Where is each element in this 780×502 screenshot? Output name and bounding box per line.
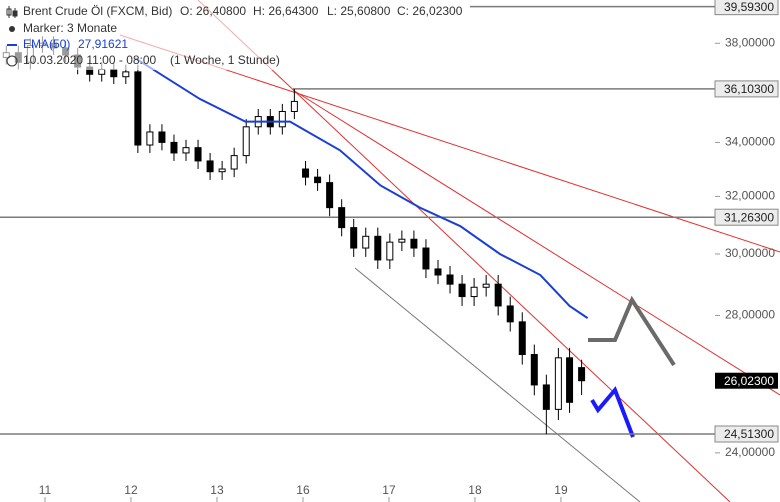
y-tick-label: 38,00000 [725, 35, 775, 49]
candle-body [434, 268, 442, 276]
legend-high: H: 26,64300 [253, 4, 319, 18]
x-tick-label: 13 [210, 483, 224, 497]
candle-icon [6, 6, 18, 18]
candle-body [278, 110, 286, 128]
scenario-arrow [588, 295, 676, 367]
level-tag [714, 0, 779, 16]
last-price-label: 26,02300 [724, 374, 774, 388]
clock-icon [6, 55, 18, 67]
trend-line [292, 89, 780, 396]
candle-body [326, 182, 334, 209]
candle-body [470, 286, 478, 298]
candle-body [422, 247, 430, 270]
legend-title: Brent Crude Öl (FXCM, Bid) [23, 4, 172, 18]
x-tick-label: 18 [468, 483, 482, 497]
x-tick-label: 11 [39, 483, 52, 497]
trend-line [119, 34, 780, 253]
candle-body [494, 283, 502, 307]
candle-body [542, 384, 550, 410]
candle-body [374, 235, 382, 261]
level-label: 31,26300 [724, 210, 774, 224]
candle-body [446, 274, 454, 285]
candle-body [110, 68, 118, 78]
legend-marker: Marker: 3 Monate [23, 21, 117, 35]
candle-body [146, 131, 154, 146]
legend: Brent Crude Öl (FXCM, Bid) O: 26,40800 H… [0, 0, 470, 70]
level-label: 36,10300 [724, 82, 774, 96]
y-tick-label: 24,00000 [725, 445, 775, 459]
candle-body [134, 71, 142, 146]
legend-interval: (1 Woche, 1 Stunde) [170, 53, 280, 67]
candle-body [578, 367, 586, 382]
candle-body [290, 100, 298, 112]
candle-body [482, 283, 490, 288]
legend-period: 10.03.2020 11:00 - 08:00 [23, 53, 157, 67]
legend-close: C: 26,02300 [397, 4, 463, 18]
candle-body [530, 353, 538, 386]
candle-body [518, 321, 526, 355]
drawings [119, 0, 780, 502]
marker-icon [9, 26, 15, 32]
level-tag [714, 80, 779, 98]
candle-body [506, 305, 514, 323]
candle-body [386, 241, 394, 261]
candle-body [338, 207, 346, 229]
candle-body [170, 141, 178, 154]
ema-line [134, 57, 589, 319]
level-tag [714, 208, 779, 226]
y-tick-label: 30,00000 [725, 246, 775, 260]
x-tick-label: 19 [554, 483, 568, 497]
candle-body [122, 71, 130, 78]
legend-bg [0, 0, 470, 70]
legend-low: L: 25,60800 [327, 4, 391, 18]
candle-body [362, 235, 370, 249]
candle-body [242, 126, 250, 157]
channel-line [354, 267, 641, 502]
legend-ema-value: 27,91621 [78, 37, 128, 51]
x-tick-label: 16 [296, 483, 310, 497]
x-tick-label: 17 [382, 483, 396, 497]
level-tag [714, 425, 779, 443]
level-label: 24,51300 [724, 427, 774, 441]
candle-body [182, 147, 190, 154]
y-tick-label: 34,00000 [725, 135, 775, 149]
y-tick-label: 32,00000 [725, 189, 775, 203]
candle-body [230, 155, 238, 170]
candle-body [302, 168, 310, 178]
trend-line [197, 0, 731, 502]
candle-body [398, 238, 406, 243]
y-tick-label: 28,00000 [725, 308, 775, 322]
last-price-tag [715, 372, 778, 389]
candle-body [410, 238, 418, 249]
candle-body [314, 176, 322, 184]
candle-body [98, 68, 106, 75]
candle-body [206, 160, 214, 173]
candle-body [554, 357, 562, 410]
candle-body [350, 227, 358, 249]
candle-body [458, 283, 466, 298]
legend-open: O: 26,40800 [180, 4, 246, 18]
level-label: 39,59300 [724, 0, 774, 14]
x-tick-label: 12 [124, 483, 138, 497]
candle-body [218, 168, 226, 173]
legend-ema: EMA(50) [23, 37, 70, 51]
candle-body [566, 357, 574, 403]
scenario-zigzag [590, 386, 635, 438]
candle-body [158, 131, 166, 143]
candle-body [194, 147, 202, 162]
